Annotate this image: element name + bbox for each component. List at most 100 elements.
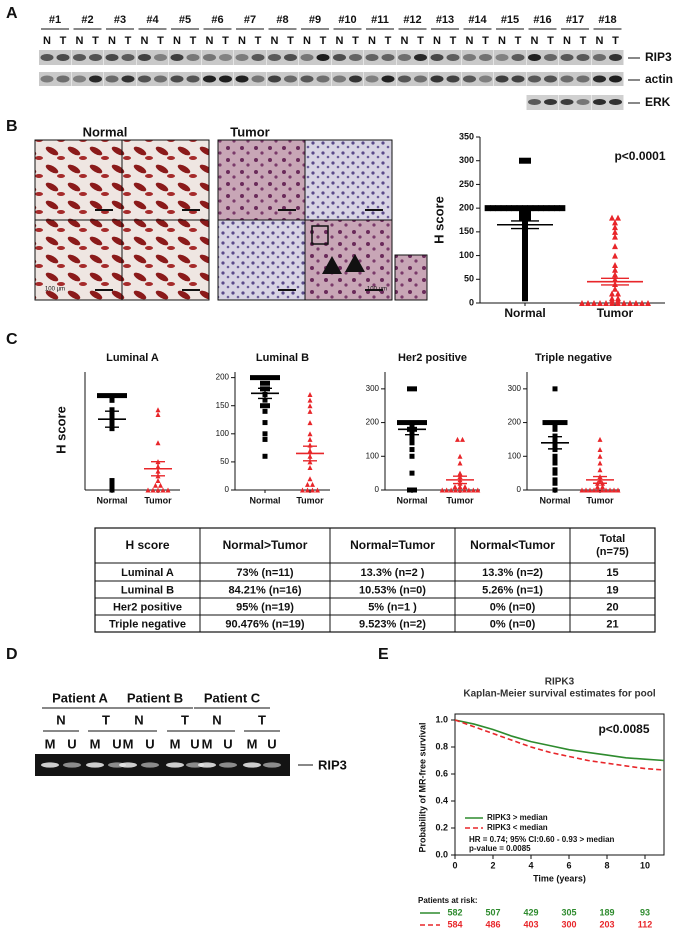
y-tick-label: 0.2 xyxy=(435,822,448,832)
dot xyxy=(522,285,528,292)
x-tick-label: 8 xyxy=(604,860,609,870)
band xyxy=(576,75,590,83)
y-tick-label: 250 xyxy=(459,179,474,189)
lane-sub: T xyxy=(255,35,262,47)
table-cell: 0% (n=0) xyxy=(490,618,536,630)
y-tick-label: 300 xyxy=(459,155,474,165)
y-tick-label: 0.8 xyxy=(435,741,448,751)
dot xyxy=(453,487,459,493)
band xyxy=(560,99,574,105)
table-cell: 21 xyxy=(606,618,618,630)
y-axis-label: H score xyxy=(431,196,446,244)
band xyxy=(479,75,492,83)
band xyxy=(243,762,261,768)
dot xyxy=(422,420,427,426)
band xyxy=(268,75,281,83)
dot xyxy=(522,247,528,254)
dot xyxy=(457,453,463,459)
dot xyxy=(611,487,617,493)
plot-frame xyxy=(454,713,665,856)
lane-sub: T xyxy=(352,35,359,47)
band xyxy=(121,54,135,61)
dot xyxy=(552,470,558,476)
sem-bar xyxy=(258,387,272,400)
lane-sub: T xyxy=(417,35,424,47)
band xyxy=(56,54,70,61)
dot xyxy=(612,224,618,231)
y-tick-label: 100 xyxy=(366,451,380,460)
table-cell: 10.53% (n=0) xyxy=(359,584,426,596)
dot xyxy=(315,487,320,493)
micrograph xyxy=(121,219,210,301)
band xyxy=(576,99,590,105)
band xyxy=(593,99,606,105)
x-tick-label: Normal xyxy=(504,306,545,320)
band xyxy=(219,54,232,61)
dot xyxy=(612,252,618,259)
table-cell: 19 xyxy=(606,584,618,596)
dot xyxy=(109,487,115,493)
dot xyxy=(525,157,531,164)
dot xyxy=(597,467,603,473)
blot xyxy=(461,50,494,65)
lane-sub: N xyxy=(238,35,246,47)
x-tick-label: Normal xyxy=(396,495,427,505)
dot xyxy=(307,397,313,403)
dot xyxy=(615,290,621,297)
band xyxy=(166,762,184,768)
lane-label: U xyxy=(67,736,76,751)
dot xyxy=(595,487,601,493)
band xyxy=(284,75,297,83)
lane-sub: T xyxy=(515,35,522,47)
group-label: N xyxy=(56,712,65,727)
lane-sub: T xyxy=(287,35,294,47)
band xyxy=(105,75,119,83)
dot xyxy=(554,205,560,212)
dot xyxy=(579,487,585,493)
band xyxy=(430,75,444,83)
dot xyxy=(516,205,523,212)
chart-title: Triple negative xyxy=(535,352,612,364)
dot xyxy=(519,157,525,164)
dot xyxy=(506,205,512,212)
lane-sub: T xyxy=(612,35,619,47)
lane-number: #9 xyxy=(309,14,321,26)
dot xyxy=(615,487,621,493)
lane-sub: N xyxy=(563,35,571,47)
table-cell: 13.3% (n=2) xyxy=(482,567,543,579)
dot xyxy=(102,393,107,399)
band xyxy=(63,762,81,768)
band xyxy=(40,75,54,83)
blot xyxy=(104,50,136,65)
band xyxy=(365,54,379,61)
lane-number: #11 xyxy=(371,14,389,26)
sem-bar xyxy=(105,410,119,428)
dot xyxy=(552,480,558,486)
dot xyxy=(603,487,609,493)
band xyxy=(544,99,557,105)
dot xyxy=(621,300,627,306)
risk-count: 189 xyxy=(599,907,614,917)
dot xyxy=(412,420,417,426)
dot xyxy=(522,252,528,259)
lane-label: U xyxy=(223,736,232,751)
table-cell: 0% (n=0) xyxy=(490,601,536,613)
y-tick-label: 0.4 xyxy=(435,795,448,805)
lane-sub: N xyxy=(108,35,116,47)
lane-number: #1 xyxy=(49,14,61,26)
lane-label: U xyxy=(190,736,199,751)
y-tick-label: 200 xyxy=(459,203,474,213)
band xyxy=(73,54,86,61)
table-frame xyxy=(94,527,656,633)
x-tick-label: Normal xyxy=(539,495,570,505)
sem-bar xyxy=(601,277,629,286)
risk-count: 305 xyxy=(561,907,576,917)
dot xyxy=(562,420,568,426)
dot xyxy=(552,420,558,426)
chart-subtitle: Kaplan-Meier survival estimates for pool xyxy=(463,689,656,700)
table-cell: Triple negative xyxy=(109,618,186,630)
lane-sub: T xyxy=(222,35,229,47)
dot xyxy=(587,487,593,493)
band xyxy=(56,75,70,83)
